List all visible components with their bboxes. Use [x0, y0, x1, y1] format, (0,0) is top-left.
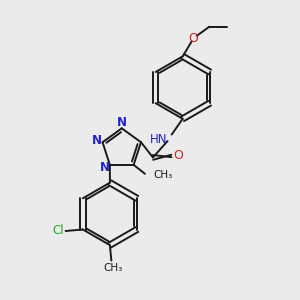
Text: N: N	[100, 161, 110, 174]
Text: Cl: Cl	[52, 224, 64, 238]
Text: N: N	[117, 116, 127, 129]
Text: CH₃: CH₃	[153, 170, 172, 180]
Text: HN: HN	[149, 133, 167, 146]
Text: N: N	[92, 134, 102, 147]
Text: O: O	[188, 32, 198, 45]
Text: O: O	[173, 149, 183, 162]
Text: CH₃: CH₃	[103, 263, 122, 273]
